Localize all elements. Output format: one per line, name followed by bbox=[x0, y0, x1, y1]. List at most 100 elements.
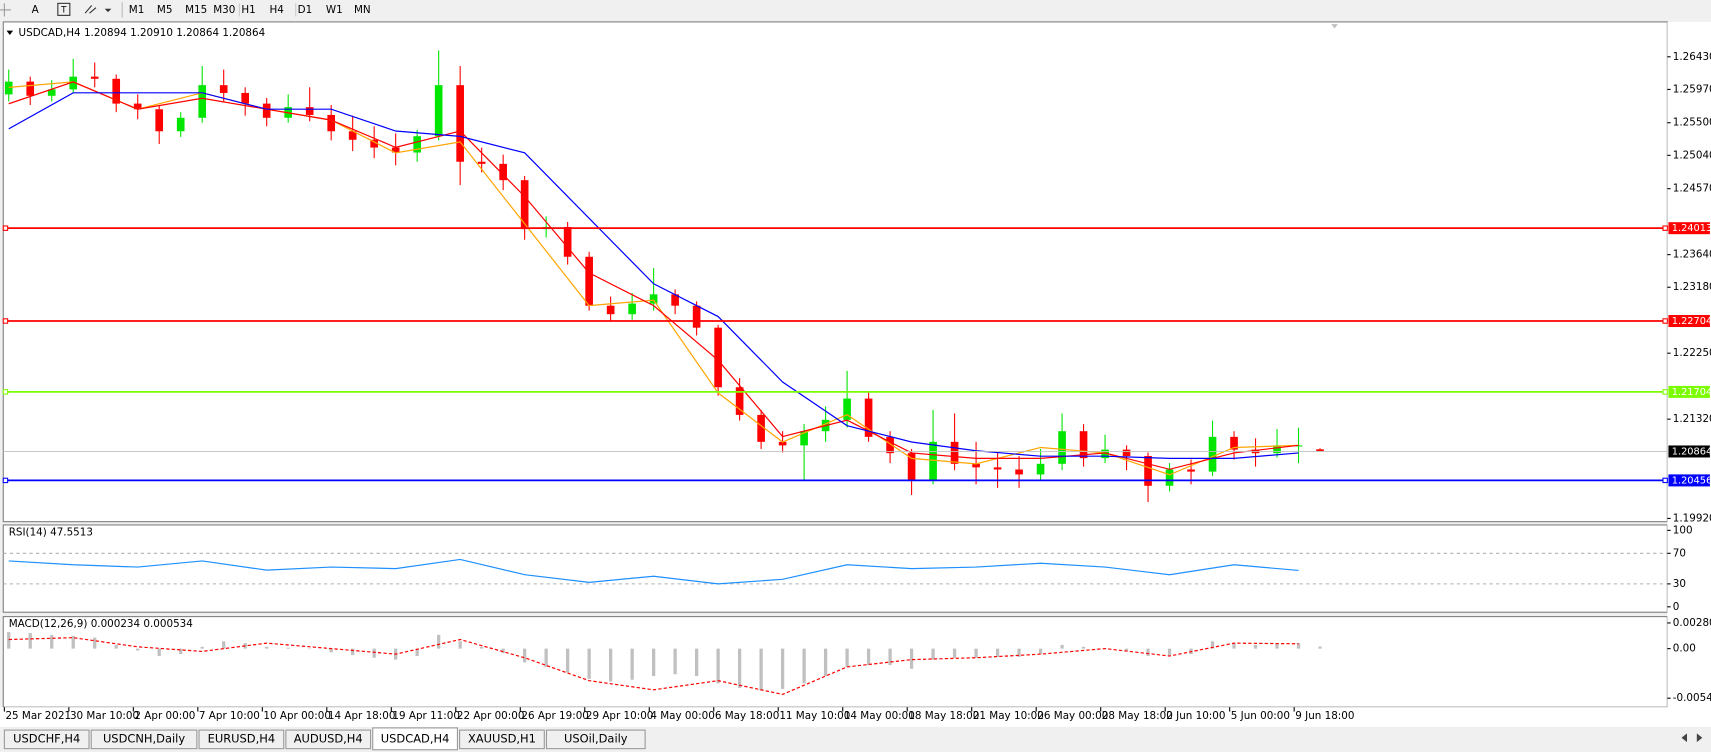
tab-label[interactable]: XAUUSD,H1 bbox=[468, 731, 536, 745]
macd-histogram-bar bbox=[1038, 648, 1043, 655]
tab[interactable] bbox=[285, 729, 372, 750]
candle-body bbox=[133, 103, 142, 110]
x-tick-label: 28 May 18:00 bbox=[1102, 710, 1173, 722]
tab-active[interactable] bbox=[372, 727, 458, 751]
y-tick-label: 1.21320 bbox=[1673, 413, 1711, 425]
tab-label[interactable]: USDCNH,Daily bbox=[103, 731, 185, 745]
level-handle[interactable] bbox=[1662, 477, 1668, 484]
macd-histogram-bar bbox=[1124, 648, 1129, 651]
timeframe-button[interactable]: MN bbox=[354, 4, 371, 16]
y-tick-label: -0.005418 bbox=[1673, 692, 1711, 704]
y-tick-label: 0.00 bbox=[1673, 643, 1696, 655]
tab-label[interactable]: AUDUSD,H4 bbox=[294, 731, 363, 745]
tab[interactable] bbox=[90, 729, 198, 750]
arrows-tool[interactable] bbox=[84, 5, 97, 14]
symbol-menu-arrow[interactable] bbox=[6, 30, 14, 36]
y-tick-label: 1.25500 bbox=[1673, 117, 1711, 129]
tab[interactable] bbox=[545, 729, 646, 750]
candle-body bbox=[1208, 436, 1217, 472]
timeframe-button[interactable]: W1 bbox=[326, 4, 343, 16]
timeframe-button[interactable]: M30 bbox=[213, 4, 235, 16]
y-tick-label: 1.24570 bbox=[1673, 183, 1711, 195]
macd-histogram-bar bbox=[587, 648, 591, 679]
timeframe-button[interactable]: D1 bbox=[298, 4, 313, 16]
tab-label[interactable]: USDCHF,H4 bbox=[13, 731, 80, 745]
y-tick-label: 0 bbox=[1673, 601, 1680, 613]
candle-body bbox=[1165, 469, 1174, 486]
level-handle[interactable] bbox=[2, 389, 9, 395]
candle-body bbox=[950, 441, 959, 464]
macd-histogram-bar bbox=[523, 648, 527, 663]
timeframe-button[interactable]: M15 bbox=[185, 4, 207, 16]
indicator-line bbox=[8, 558, 1299, 585]
y-tick-label: 1.19920 bbox=[1673, 512, 1711, 524]
macd-histogram-bar bbox=[1060, 644, 1064, 649]
x-tick-label: 11 May 10:00 bbox=[779, 710, 850, 722]
macd-histogram-bar bbox=[544, 648, 548, 667]
label-tool[interactable] bbox=[57, 2, 71, 16]
macd-histogram-bar bbox=[136, 648, 140, 651]
level-price-box bbox=[1668, 315, 1710, 328]
macd-histogram-bar bbox=[673, 648, 677, 675]
candle-body bbox=[1036, 463, 1045, 475]
timeframe-button[interactable]: H1 bbox=[241, 4, 255, 16]
candle-body bbox=[907, 453, 916, 481]
level-handle[interactable] bbox=[1662, 225, 1668, 231]
macd-histogram-bar bbox=[1318, 646, 1322, 649]
macd-histogram-bar bbox=[265, 646, 269, 649]
label-tool-glyph: T bbox=[60, 5, 67, 15]
level-price-label: 1.20456 bbox=[1672, 475, 1711, 486]
candle-body bbox=[520, 180, 529, 230]
level-price-box bbox=[1668, 445, 1710, 458]
price-axis bbox=[1667, 21, 1711, 708]
macd-histogram-bar bbox=[759, 648, 763, 691]
candle-body bbox=[606, 305, 615, 315]
candle-body bbox=[327, 114, 335, 132]
candle-body bbox=[671, 294, 679, 306]
tab[interactable] bbox=[459, 729, 545, 750]
tab-label[interactable]: USDCAD,H4 bbox=[381, 731, 450, 745]
x-tick-label: 2 Jun 10:00 bbox=[1166, 710, 1225, 722]
dropdown-arrow[interactable] bbox=[104, 8, 112, 13]
level-handle[interactable] bbox=[2, 225, 9, 231]
candle-body bbox=[714, 327, 722, 388]
level-handle[interactable] bbox=[2, 318, 9, 324]
candle-body bbox=[1079, 431, 1088, 459]
x-tick-label: 2 Apr 00:00 bbox=[134, 710, 195, 722]
x-tick-label: 14 May 00:00 bbox=[844, 710, 915, 722]
y-tick-label: 30 bbox=[1673, 578, 1686, 590]
timeframe-button[interactable]: M5 bbox=[157, 4, 173, 16]
candle-body bbox=[1316, 449, 1324, 452]
macd-histogram-bar bbox=[437, 634, 441, 649]
candle-body bbox=[219, 85, 228, 93]
candle-body bbox=[112, 78, 121, 104]
timeframe-button[interactable]: M1 bbox=[129, 4, 145, 16]
candle-body bbox=[1294, 445, 1303, 447]
shift-marker[interactable] bbox=[1331, 24, 1338, 29]
macd-histogram-bar bbox=[566, 648, 570, 673]
x-tick-label: 30 Mar 10:00 bbox=[70, 710, 139, 722]
candle-body bbox=[1101, 449, 1109, 459]
tab-label[interactable]: EURUSD,H4 bbox=[208, 731, 276, 745]
candle-body bbox=[69, 76, 78, 90]
tab-scroll-right[interactable] bbox=[1696, 733, 1703, 743]
candle-body bbox=[370, 139, 378, 148]
tab-label[interactable]: USOil,Daily bbox=[564, 731, 628, 745]
candle-body bbox=[198, 85, 207, 118]
candle-body bbox=[1015, 469, 1023, 475]
level-handle[interactable] bbox=[1662, 318, 1668, 324]
text-tool[interactable]: A bbox=[32, 4, 39, 16]
level-handle[interactable] bbox=[2, 477, 9, 484]
y-tick-label: 1.25040 bbox=[1673, 149, 1711, 161]
tab[interactable] bbox=[3, 729, 90, 750]
level-handle[interactable] bbox=[1662, 389, 1668, 395]
time-axis bbox=[0, 707, 1711, 727]
macd-panel bbox=[2, 616, 1668, 708]
tab-scroll-left[interactable] bbox=[1681, 733, 1687, 743]
timeframe-button[interactable]: H4 bbox=[270, 4, 285, 16]
tab[interactable] bbox=[198, 729, 285, 750]
x-tick-label: 4 May 00:00 bbox=[650, 710, 714, 722]
macd-histogram-bar bbox=[93, 637, 97, 649]
candle-body bbox=[843, 398, 851, 420]
